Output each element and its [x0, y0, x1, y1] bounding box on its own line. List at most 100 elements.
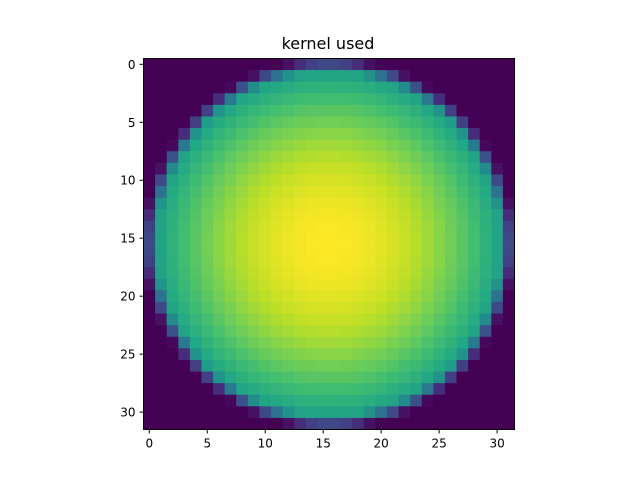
heatmap-cell [143, 209, 156, 222]
heatmap-cell [247, 70, 260, 83]
heatmap-cell [410, 197, 423, 210]
heatmap-cell [143, 394, 156, 407]
heatmap-cell [502, 348, 515, 361]
heatmap-cell [340, 348, 353, 361]
heatmap-cell [155, 174, 168, 187]
heatmap-cell [201, 93, 214, 106]
heatmap-cell [491, 58, 504, 71]
heatmap-cell [201, 301, 214, 314]
heatmap-cell [363, 139, 376, 152]
heatmap-cell [155, 58, 168, 71]
heatmap-cell [224, 151, 237, 164]
heatmap-cell [271, 348, 284, 361]
heatmap-cell [259, 359, 272, 372]
heatmap-cell [271, 162, 284, 175]
heatmap-cell [247, 58, 260, 71]
heatmap-cell [224, 278, 237, 291]
heatmap-cell [375, 209, 388, 222]
heatmap-cell [247, 197, 260, 210]
heatmap-cell [375, 417, 388, 430]
heatmap-cell [224, 104, 237, 117]
heatmap-cell [166, 290, 179, 303]
heatmap-cell [201, 128, 214, 141]
heatmap-cell [398, 220, 411, 233]
heatmap-cell [386, 209, 399, 222]
heatmap-cell [340, 186, 353, 199]
heatmap-cell [398, 406, 411, 419]
heatmap-cell [468, 232, 481, 245]
heatmap-cell [189, 174, 202, 187]
heatmap-cell [155, 209, 168, 222]
heatmap-cell [166, 151, 179, 164]
heatmap-cell [398, 336, 411, 349]
heatmap-cell [166, 348, 179, 361]
heatmap-cell [224, 116, 237, 129]
heatmap-cell [398, 93, 411, 106]
heatmap-cell [259, 209, 272, 222]
heatmap-cell [363, 290, 376, 303]
heatmap-cell [398, 151, 411, 164]
heatmap-cell [363, 116, 376, 129]
heatmap-cell [444, 417, 457, 430]
heatmap-cell [363, 197, 376, 210]
heatmap-cell [386, 383, 399, 396]
heatmap-cell [213, 278, 226, 291]
heatmap-cell [155, 220, 168, 233]
heatmap-cell [352, 348, 365, 361]
heatmap-cell [236, 232, 249, 245]
heatmap-cell [282, 348, 295, 361]
heatmap-cell [398, 104, 411, 117]
heatmap-cell [352, 209, 365, 222]
heatmap-cell [317, 58, 330, 71]
heatmap-cell [236, 151, 249, 164]
heatmap-cell [305, 220, 318, 233]
heatmap-cell [143, 232, 156, 245]
heatmap-cell [386, 394, 399, 407]
heatmap-cell [282, 58, 295, 71]
heatmap-cell [444, 359, 457, 372]
heatmap-cell [189, 162, 202, 175]
heatmap-cell [236, 255, 249, 268]
heatmap-cell [363, 81, 376, 94]
heatmap-cell [236, 359, 249, 372]
heatmap-cell [340, 406, 353, 419]
heatmap-cell [259, 290, 272, 303]
heatmap-cell [259, 93, 272, 106]
heatmap-cell [166, 325, 179, 338]
heatmap-cell [352, 278, 365, 291]
heatmap-cell [363, 348, 376, 361]
heatmap-cell [329, 58, 341, 71]
heatmap-cell [201, 58, 214, 71]
heatmap-cell [143, 301, 156, 314]
heatmap-cell [155, 93, 168, 106]
heatmap-cell [363, 174, 376, 187]
heatmap-cell [329, 417, 341, 430]
y-tick-label: 30 [120, 406, 135, 420]
heatmap-cell [329, 406, 341, 419]
heatmap-cell [259, 278, 272, 291]
heatmap-cell [166, 267, 179, 280]
heatmap-cell [247, 104, 260, 117]
heatmap-cell [236, 301, 249, 314]
heatmap-cell [421, 186, 434, 199]
heatmap-cell [502, 162, 515, 175]
heatmap-cell [329, 197, 341, 210]
heatmap-cell [433, 209, 446, 222]
heatmap-cell [143, 93, 156, 106]
heatmap-cell [479, 116, 492, 129]
heatmap-cell [433, 128, 446, 141]
heatmap-cell [143, 359, 156, 372]
heatmap-cell [259, 232, 272, 245]
heatmap-cell [444, 290, 457, 303]
heatmap-cell [502, 267, 515, 280]
heatmap-cell [224, 81, 237, 94]
heatmap-cell [386, 220, 399, 233]
heatmap-cell [271, 255, 284, 268]
heatmap-cell [282, 267, 295, 280]
heatmap-cell [317, 301, 330, 314]
heatmap-cell [444, 325, 457, 338]
heatmap-cell [213, 383, 226, 396]
heatmap-cell [189, 371, 202, 384]
heatmap-cell [294, 244, 307, 256]
heatmap-cell [178, 417, 191, 430]
